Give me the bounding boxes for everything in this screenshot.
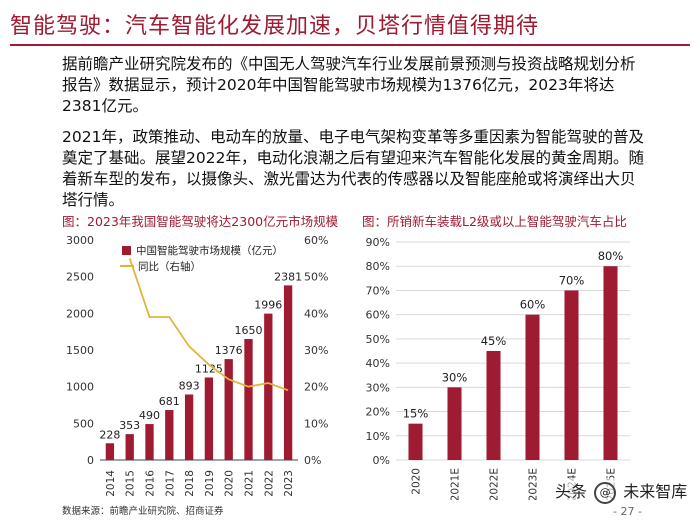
y-tick-label: 80% [366, 260, 390, 273]
y-tick-label: 70% [366, 284, 390, 297]
bar-data-label: 45% [481, 334, 507, 348]
l2-adoption-chart: 0% 10% 20% 30% 40% 50% 60% 70% 80% 90% 15% 2020 30% 2… [366, 236, 630, 500]
y2-tick-label: 0% [304, 454, 321, 467]
bar-data-label: 1996 [254, 299, 282, 312]
y-tick-label: 90% [366, 236, 390, 249]
x-tick-label: 2023E [528, 468, 540, 500]
y-tick-label: 0% [373, 454, 390, 467]
bar [224, 359, 233, 460]
bar [105, 443, 115, 460]
legend-swatch-bar [122, 246, 131, 255]
y-tick-label: 10% [366, 430, 390, 443]
bar-data-label: 228 [99, 428, 120, 441]
bar [525, 314, 540, 460]
bar-data-label: 80% [598, 249, 624, 263]
x-tick-label: 2022E [489, 468, 501, 500]
bar-data-label: 1125 [195, 363, 223, 376]
watermark-text-toutiao: 头条 [555, 482, 588, 501]
bar [486, 351, 501, 460]
data-source: 数据来源：前瞻产业研究院、招商证券 [62, 506, 224, 517]
bar-data-label: 2381 [274, 270, 302, 283]
bar-data-label: 60% [520, 298, 546, 312]
y-tick-label: 50% [366, 333, 390, 346]
legend-label-bar: 中国智能驾驶市场规模（亿元） [136, 244, 283, 257]
y-tick-label: 30% [366, 381, 390, 394]
bar [603, 266, 618, 460]
y-tick-label: 20% [366, 406, 390, 419]
x-tick-label: 2017 [164, 470, 176, 497]
x-tick-label: 2020 [411, 468, 423, 495]
bar [408, 423, 423, 460]
legend-label-line: 同比（右轴） [138, 260, 201, 273]
yoy-line [128, 258, 289, 392]
x-tick-label: 2019 [204, 470, 216, 497]
bar-data-label: 70% [559, 273, 585, 287]
bar [564, 290, 579, 460]
bar-data-label: 30% [442, 370, 468, 384]
y-tick-label: 3000 [66, 234, 94, 247]
bar [145, 424, 154, 460]
bar [244, 339, 253, 460]
bar-data-label: 1650 [235, 324, 263, 337]
page-title: 智能驾驶：汽车智能化发展加速，贝塔行情值得期待 [10, 14, 540, 39]
paragraph-market-size: 据前瞻产业研究院发布的《中国无人驾驶汽车行业发展前景预测与投资战略规划分析报告》… [62, 55, 636, 115]
bar-data-label: 1376 [215, 344, 243, 357]
y2-tick-label: 60% [304, 234, 328, 247]
bar [125, 434, 134, 460]
x-tick-label: 2022 [263, 470, 275, 497]
bar [204, 377, 214, 460]
y-tick-label: 1500 [66, 344, 94, 357]
x-tick-label: 2014 [105, 470, 117, 497]
x-tick-label: 2021E [450, 468, 462, 500]
x-tick-label: 2020 [224, 470, 236, 497]
bar-data-label: 490 [139, 409, 160, 422]
y-tick-label: 2500 [66, 271, 94, 284]
market-size-chart: 0 500 1000 1500 2000 2500 3000 0% 10% 20% 30% 40% 50… [66, 234, 328, 497]
bar-data-label: 681 [159, 395, 180, 408]
bar [264, 313, 273, 460]
watermark: 头条 @ 未来智库 [552, 478, 691, 504]
y2-tick-label: 50% [304, 271, 328, 284]
y-tick-label: 60% [366, 309, 390, 322]
bar-data-label: 15% [403, 407, 429, 421]
y2-tick-label: 30% [304, 344, 328, 357]
bar-data-label: 893 [179, 380, 200, 393]
left-chart-caption: 图：2023年我国智能驾驶将达2300亿元市场规模 [62, 214, 339, 229]
y-tick-label: 40% [366, 357, 390, 370]
x-tick-label: 2015 [125, 470, 137, 497]
bar [184, 394, 194, 460]
bar [283, 285, 293, 460]
y-tick-label: 0 [87, 454, 94, 467]
y2-tick-label: 10% [304, 417, 328, 430]
watermark-text-brand: 未来智库 [623, 482, 688, 501]
paragraph-outlook: 2021年，政策推动、电动车的放量、电子电气架构变革等多重因素为智能驾驶的普及奠… [62, 128, 644, 209]
x-tick-label: 2016 [145, 470, 157, 497]
page-number: - 27 - [613, 505, 642, 518]
title-divider [10, 44, 690, 46]
watermark-at-icon: @ [594, 481, 617, 504]
y-tick-label: 1000 [66, 381, 94, 394]
right-chart-caption: 图：所销新车装载L2级或以上智能驾驶汽车占比 [362, 214, 627, 229]
y-tick-label: 500 [73, 417, 94, 430]
y2-tick-label: 40% [304, 307, 328, 320]
bar-data-label: 353 [119, 419, 140, 432]
x-tick-label: 2018 [184, 470, 196, 497]
bar [447, 387, 462, 460]
x-tick-label: 2021 [244, 470, 256, 497]
bar [165, 410, 174, 460]
y2-tick-label: 20% [304, 381, 328, 394]
x-tick-label: 2023 [283, 470, 295, 497]
y-tick-label: 2000 [66, 307, 94, 320]
